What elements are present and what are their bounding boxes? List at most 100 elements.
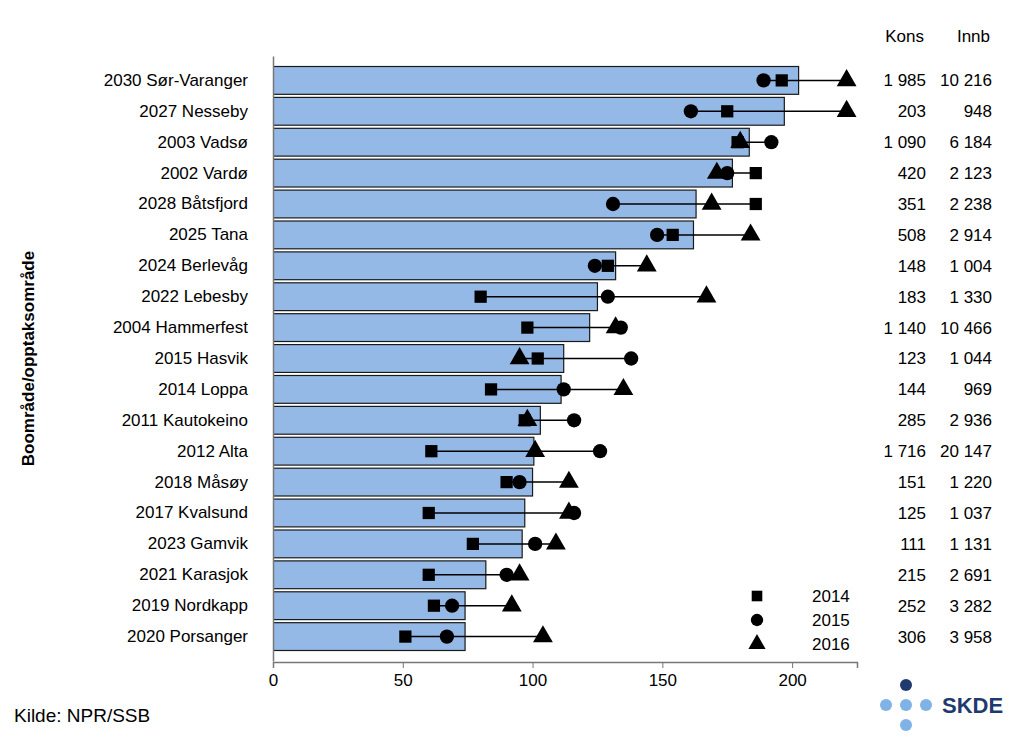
category-label: 2021 Karasjok: [139, 565, 248, 584]
marker-triangle: [559, 502, 579, 519]
table-cell: 203: [898, 102, 926, 121]
marker-square: [423, 507, 435, 519]
marker-circle: [588, 259, 602, 273]
marker-square: [602, 260, 614, 272]
marker-circle: [756, 73, 770, 87]
marker-square: [500, 476, 512, 488]
legend-marker: [752, 591, 763, 602]
marker-square: [475, 291, 487, 303]
marker-square: [532, 352, 544, 364]
marker-triangle: [613, 378, 633, 395]
table-cell: 123: [898, 349, 926, 368]
category-label: 2025 Tana: [169, 225, 249, 244]
legend-label: 2015: [812, 611, 850, 630]
table-cell: 3 282: [949, 597, 992, 616]
category-label: 2030 Sør-Varanger: [104, 71, 249, 90]
table-cell: 508: [898, 226, 926, 245]
table-cell: 1 037: [949, 504, 992, 523]
marker-square: [521, 321, 533, 333]
marker-triangle: [533, 625, 553, 642]
category-label: 2017 Kvalsund: [136, 503, 248, 522]
x-tick-label: 150: [649, 671, 677, 690]
marker-triangle: [702, 193, 722, 210]
legend-label: 2016: [812, 635, 850, 654]
marker-circle: [764, 135, 778, 149]
table-cell: 2 914: [949, 226, 992, 245]
x-tick-mark: [273, 662, 274, 668]
y-axis-line: [273, 57, 275, 662]
bar: [273, 468, 533, 496]
marker-triangle: [707, 162, 727, 179]
table-cell: 215: [898, 566, 926, 585]
x-tick-mark: [792, 662, 793, 668]
marker-circle: [528, 537, 542, 551]
category-label: 2002 Vardø: [160, 164, 248, 183]
category-label: 2028 Båtsfjord: [138, 194, 248, 213]
table-cell: 20 147: [940, 442, 992, 461]
category-label: 2022 Lebesby: [141, 287, 248, 306]
y-tick: 2027 Nesseby: [139, 102, 248, 121]
x-tick-mark: [533, 662, 534, 668]
marker-square: [721, 105, 733, 117]
range-line: [691, 111, 847, 113]
category-label: 2011 Kautokeino: [122, 411, 248, 430]
table-cell: 2 691: [949, 566, 992, 585]
marker-square: [399, 630, 411, 642]
source-note: Kilde: NPR/SSB: [14, 705, 150, 726]
bar: [273, 221, 693, 249]
x-tick: 0: [269, 662, 278, 690]
y-tick: 2017 Kvalsund: [136, 503, 248, 522]
x-axis-line: [274, 663, 858, 669]
bar: [273, 592, 465, 620]
logo: SKDE: [880, 679, 1003, 731]
table-cell: 2 123: [949, 164, 992, 183]
marker-triangle: [502, 594, 522, 611]
bar: [273, 345, 564, 373]
marker-circle: [440, 629, 454, 643]
marker-circle: [512, 475, 526, 489]
y-tick: 2020 Porsanger: [127, 627, 248, 646]
marker-triangle: [637, 254, 657, 271]
table-cell: 148: [898, 257, 926, 276]
table-cell: 1 716: [883, 442, 926, 461]
marker-triangle: [697, 285, 717, 302]
category-label: 2015 Hasvik: [154, 349, 248, 368]
chart: 0501001502002030 Sør-Varanger2027 Nesseb…: [0, 0, 1024, 745]
bar: [273, 406, 540, 434]
table-cell: 10 216: [940, 71, 992, 90]
y-tick: 2012 Alta: [177, 442, 248, 461]
bar: [273, 67, 799, 95]
table-cell: 1 220: [949, 473, 992, 492]
marker-triangle: [510, 563, 530, 580]
category-label: 2004 Hammerfest: [113, 318, 248, 337]
y-tick: 2030 Sør-Varanger: [104, 71, 249, 90]
table-cell: 351: [898, 195, 926, 214]
category-label: 2024 Berlevåg: [138, 256, 248, 275]
marker-triangle: [606, 316, 626, 333]
legend: 201420152016: [748, 587, 849, 654]
category-label: 2014 Loppa: [158, 380, 248, 399]
x-tick: 150: [649, 662, 677, 690]
marker-square: [750, 167, 762, 179]
table-cell: 144: [898, 380, 926, 399]
table-cell: 151: [898, 473, 926, 492]
side-table: KonsInnb1 98510 2162039481 0906 1844202 …: [883, 27, 992, 647]
table-cell: 2 238: [949, 195, 992, 214]
y-tick: 2004 Hammerfest: [113, 318, 248, 337]
y-axis-title: Boområde/opptaksområde: [19, 251, 38, 466]
table-cell: 6 184: [949, 133, 992, 152]
table-cell: 3 958: [949, 628, 992, 647]
category-label: 2003 Vadsø: [158, 133, 248, 152]
x-tick-label: 200: [778, 671, 806, 690]
marker-triangle: [510, 347, 530, 364]
category-label: 2018 Måsøy: [154, 473, 248, 492]
x-tick-label: 50: [394, 671, 413, 690]
range-line: [429, 512, 574, 514]
table-cell: 10 466: [940, 319, 992, 338]
marker-triangle: [837, 100, 857, 117]
y-tick: 2011 Kautokeino: [122, 411, 248, 430]
x-tick-mark: [662, 662, 663, 668]
range-line: [527, 327, 620, 329]
table-cell: 285: [898, 411, 926, 430]
legend-marker: [748, 634, 765, 649]
